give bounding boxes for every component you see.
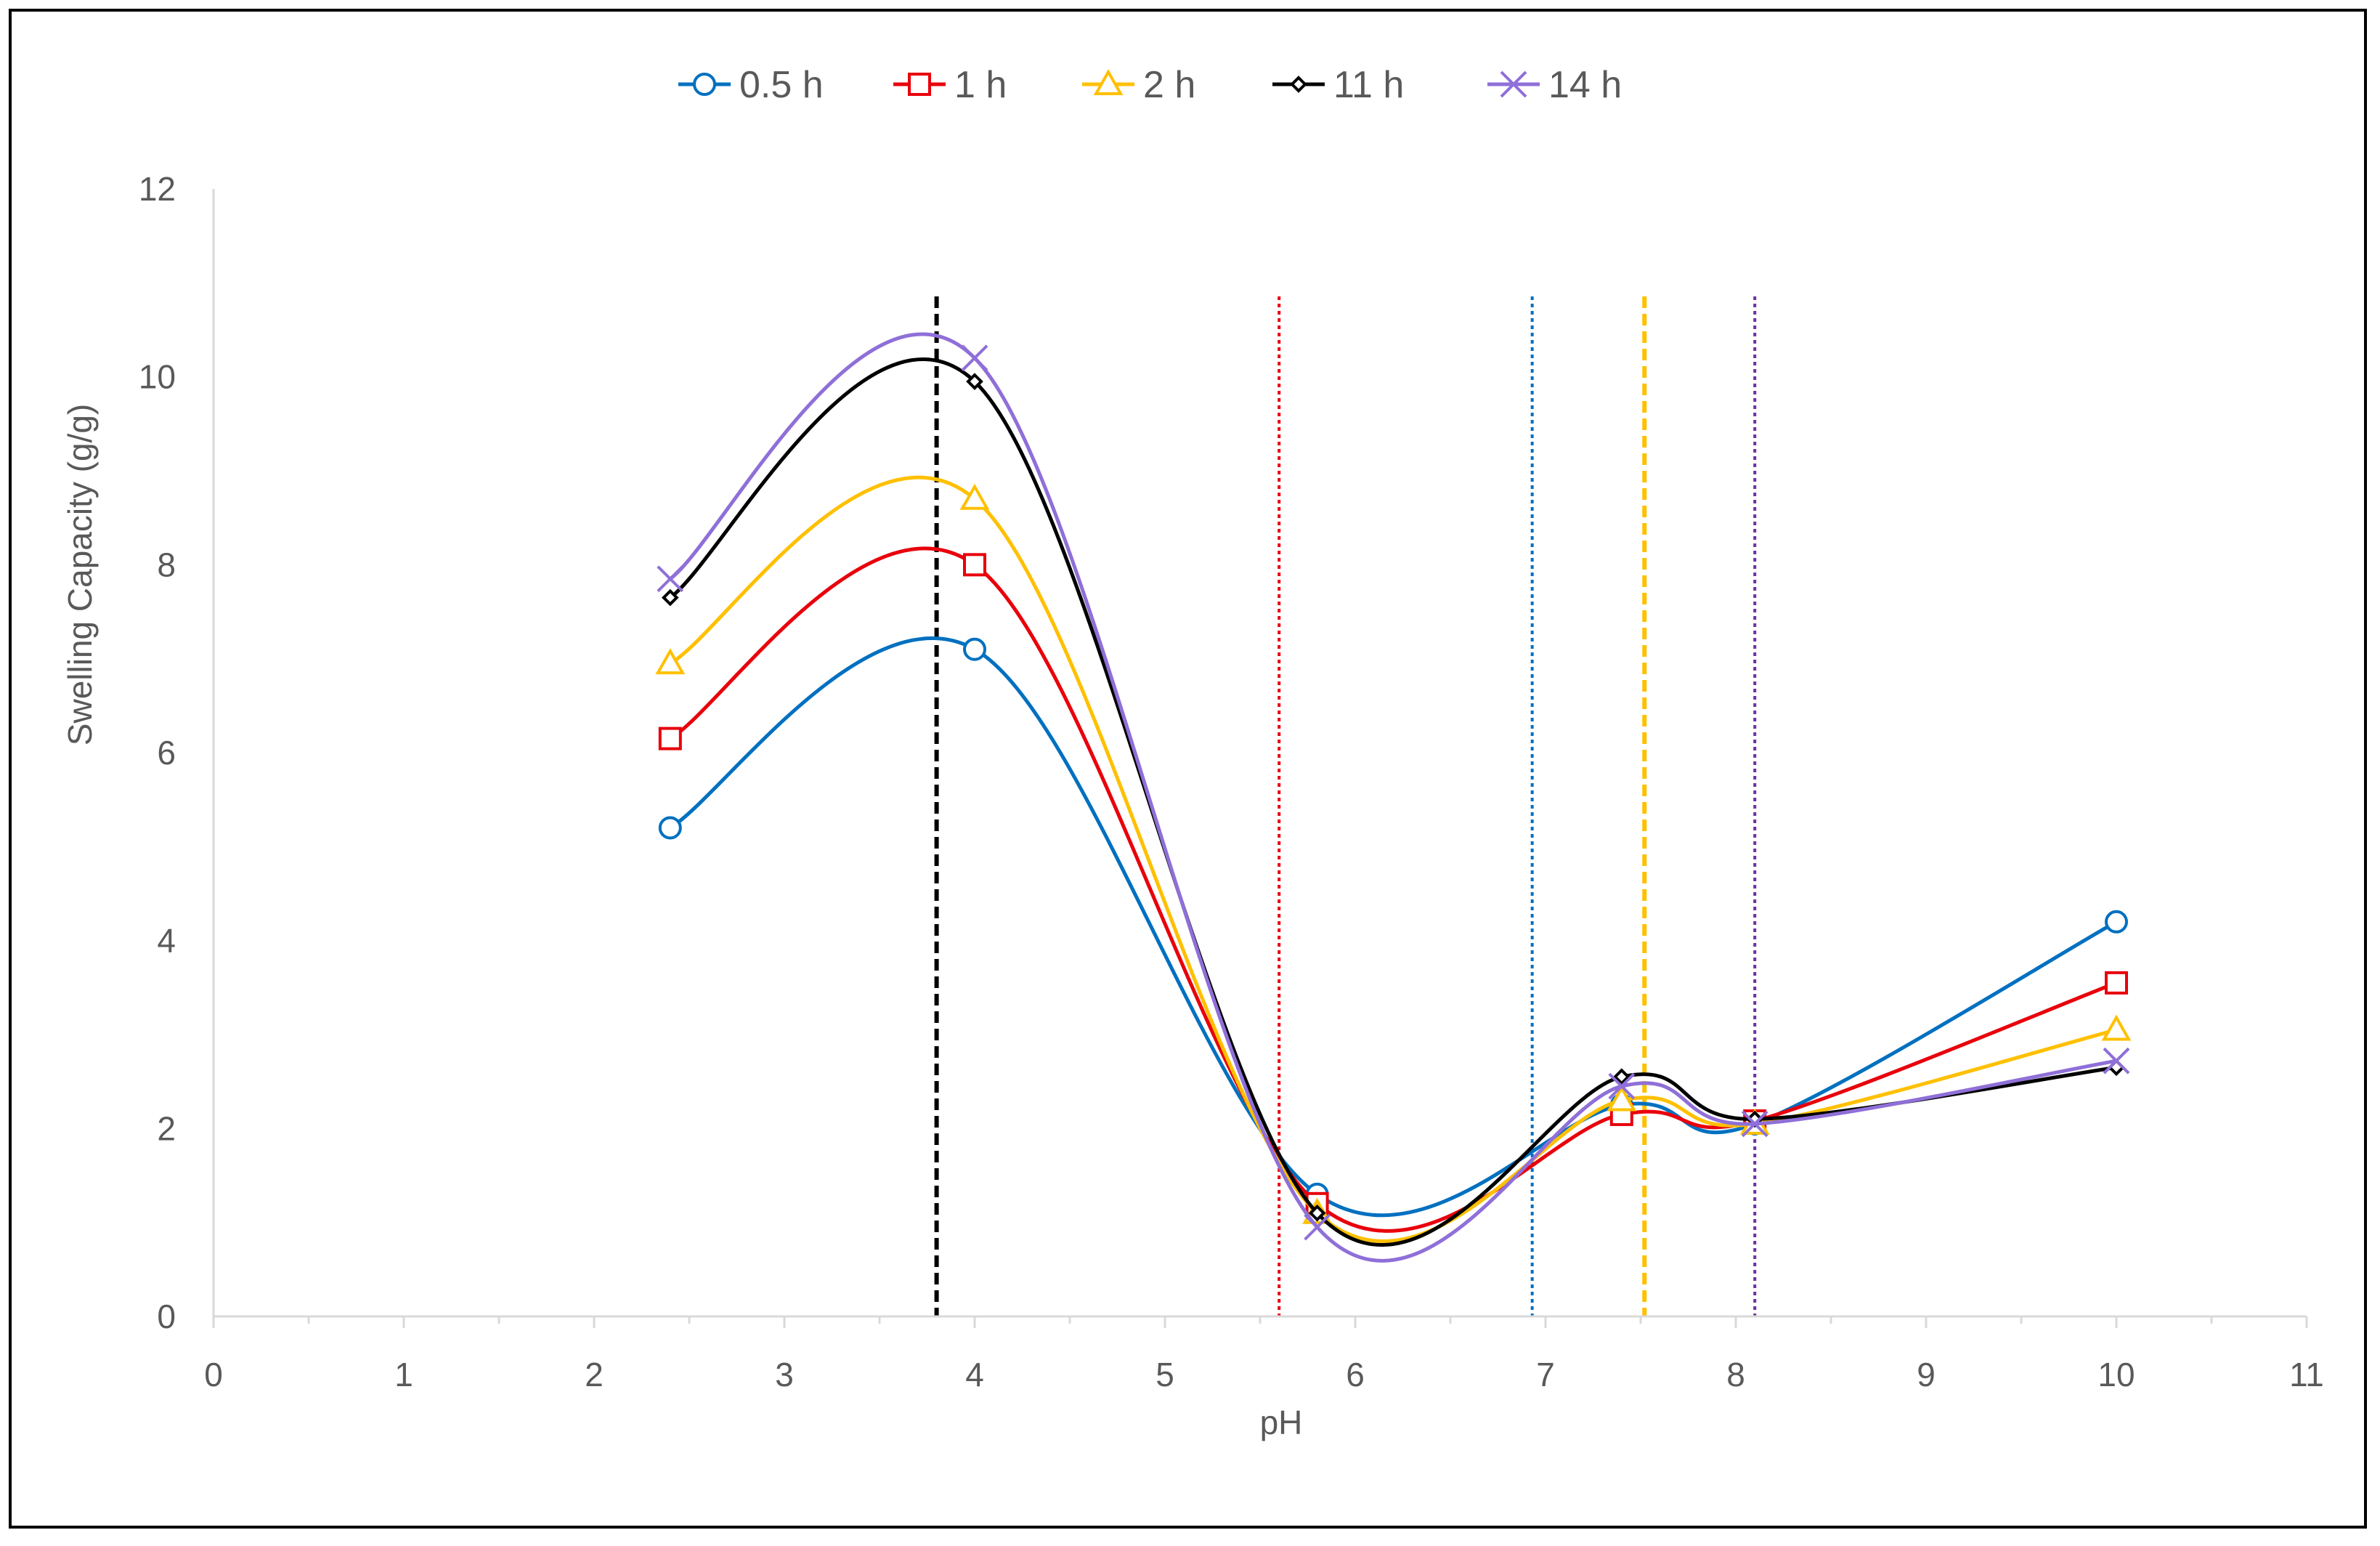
data-point — [1093, 68, 1124, 95]
y-tick-label: 8 — [157, 546, 176, 583]
series-line — [669, 357, 2117, 1247]
legend-entry: 1 h — [893, 64, 1007, 106]
x-tick-label: 7 — [1536, 1356, 1555, 1393]
data-point — [655, 648, 686, 675]
y-tick-label: 12 — [139, 170, 176, 208]
legend-entry: 14 h — [1487, 64, 1622, 106]
data-point — [2105, 910, 2128, 934]
x-tick-label: 8 — [1726, 1356, 1745, 1393]
legend-label: 14 h — [1548, 64, 1622, 106]
x-tick-label: 1 — [394, 1356, 413, 1393]
y-tick-label: 2 — [157, 1109, 176, 1147]
data-point — [1308, 1204, 1326, 1222]
data-point — [1304, 1213, 1331, 1241]
y-tick-label: 6 — [157, 734, 176, 772]
data-point — [961, 344, 988, 372]
x-tick-label: 4 — [965, 1356, 984, 1393]
y-axis-title: Swelling Capacity (g/g) — [61, 404, 99, 745]
series-2-h — [655, 475, 2132, 1243]
series-14-h — [657, 332, 2130, 1263]
x-tick-label: 10 — [2097, 1356, 2135, 1393]
legend-entry: 2 h — [1082, 64, 1195, 106]
data-series — [655, 332, 2132, 1263]
x-tick-label: 5 — [1156, 1356, 1174, 1393]
data-point — [963, 553, 986, 577]
x-tick-label: 3 — [775, 1356, 794, 1393]
legend-label: 1 h — [954, 64, 1007, 106]
data-point — [966, 373, 983, 390]
legend-label: 2 h — [1143, 64, 1195, 106]
legend-label: 11 h — [1333, 64, 1404, 106]
data-point — [908, 73, 931, 96]
data-point — [2105, 971, 2128, 995]
x-tick-label: 0 — [204, 1356, 223, 1393]
legend-entry: 0.5 h — [678, 64, 824, 106]
series-line — [669, 475, 2117, 1243]
data-point — [1607, 1085, 1637, 1112]
x-tick-label: 6 — [1346, 1356, 1365, 1393]
data-point — [1608, 1072, 1636, 1100]
series-0-5-h — [658, 636, 2128, 1218]
data-point — [1500, 70, 1527, 98]
data-point — [658, 816, 682, 840]
data-point — [959, 483, 990, 510]
legend: 0.5 h 1 h 2 h 11 h 14 h — [678, 64, 1622, 106]
y-tick-label: 4 — [157, 922, 176, 960]
series-line — [669, 546, 2117, 1233]
data-point — [963, 637, 986, 661]
data-point — [2101, 1014, 2132, 1041]
series-11-h — [661, 357, 2125, 1247]
data-point — [693, 73, 716, 96]
x-tick-label: 2 — [585, 1356, 604, 1393]
data-point — [2103, 1047, 2130, 1074]
y-tick-label: 10 — [139, 358, 176, 396]
data-point — [1741, 1110, 1768, 1138]
series-line — [669, 332, 2117, 1263]
data-point — [661, 588, 679, 607]
data-point — [658, 727, 682, 750]
data-point — [657, 565, 684, 593]
legend-label: 0.5 h — [739, 64, 824, 106]
x-tick-label: 9 — [1917, 1356, 1936, 1393]
x-axis-title: pH — [1260, 1404, 1303, 1441]
data-point — [1612, 1068, 1630, 1086]
data-point — [1290, 76, 1307, 93]
reference-lines — [934, 296, 1757, 1316]
x-tick-label: 11 — [2289, 1356, 2324, 1393]
y-tick-label: 0 — [157, 1298, 176, 1335]
legend-entry: 11 h — [1272, 64, 1404, 106]
series-line — [669, 636, 2118, 1218]
